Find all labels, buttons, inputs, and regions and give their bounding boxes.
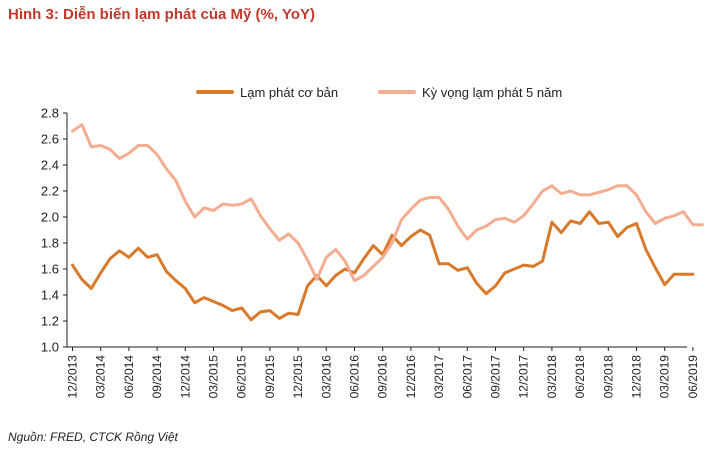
x-axis: 12/2013 03/2014 06/2014 09/2014 12/2014 03/20… <box>66 346 700 399</box>
x-tick-label: 06/2015 <box>235 355 249 399</box>
x-tick-label: 09/2015 <box>263 355 277 399</box>
y-axis: 1.0 1.2 1.4 1.6 1.8 2.0 2.2 2.4 2.6 2.8 <box>41 106 68 355</box>
legend: Lạm phát cơ bản Kỳ vọng lạm phát 5 năm <box>196 85 562 100</box>
y-tick-label: 1.0 <box>41 340 59 355</box>
x-tick-label: 06/2014 <box>122 355 136 399</box>
x-tick-label: 03/2015 <box>207 355 221 399</box>
x-tick-label: 12/2016 <box>404 355 418 399</box>
y-tick-label: 2.8 <box>41 106 59 121</box>
x-tick-label: 06/2016 <box>348 355 362 399</box>
x-tick-label: 06/2018 <box>573 355 587 399</box>
x-tick-label: 12/2014 <box>178 355 192 399</box>
x-tick-label: 09/2014 <box>150 355 164 399</box>
x-tick-label: 12/2013 <box>66 355 80 399</box>
x-tick-label: 06/2017 <box>460 355 474 399</box>
x-tick-label: 03/2016 <box>319 355 333 399</box>
legend-label-core: Lạm phát cơ bản <box>240 85 338 100</box>
x-tick-label: 09/2016 <box>376 355 390 399</box>
y-tick-label: 1.8 <box>41 236 59 251</box>
figure-title: Hình 3: Diễn biến lạm phát của Mỹ (%, Yo… <box>8 6 315 23</box>
y-tick-label: 2.2 <box>41 184 59 199</box>
x-tick-label: 12/2015 <box>291 355 305 399</box>
x-tick-label: 12/2017 <box>517 355 531 399</box>
y-tick-label: 1.4 <box>41 288 59 303</box>
x-tick-label: 03/2017 <box>432 355 446 399</box>
x-tick-label: 03/2019 <box>658 355 672 399</box>
x-tick-label: 03/2018 <box>545 355 559 399</box>
x-tick-label: 09/2017 <box>489 355 503 399</box>
y-tick-label: 1.2 <box>41 314 59 329</box>
x-tick-label: 12/2018 <box>630 355 644 399</box>
y-tick-label: 2.0 <box>41 210 59 225</box>
y-tick-label: 2.6 <box>41 132 59 147</box>
figure-source: Nguồn: FRED, CTCK Rồng Việt <box>8 430 178 444</box>
legend-label-expectation: Kỳ vọng lạm phát 5 năm <box>422 85 562 100</box>
y-tick-label: 2.4 <box>41 158 59 173</box>
series-line-inflation-expectation <box>71 123 704 283</box>
x-tick-label: 09/2018 <box>601 355 615 399</box>
x-tick-label: 06/2019 <box>686 355 700 399</box>
series-line-core-inflation <box>71 210 695 322</box>
y-tick-label: 1.6 <box>41 262 59 277</box>
x-tick-label: 03/2014 <box>94 355 108 399</box>
series-group <box>71 123 704 322</box>
